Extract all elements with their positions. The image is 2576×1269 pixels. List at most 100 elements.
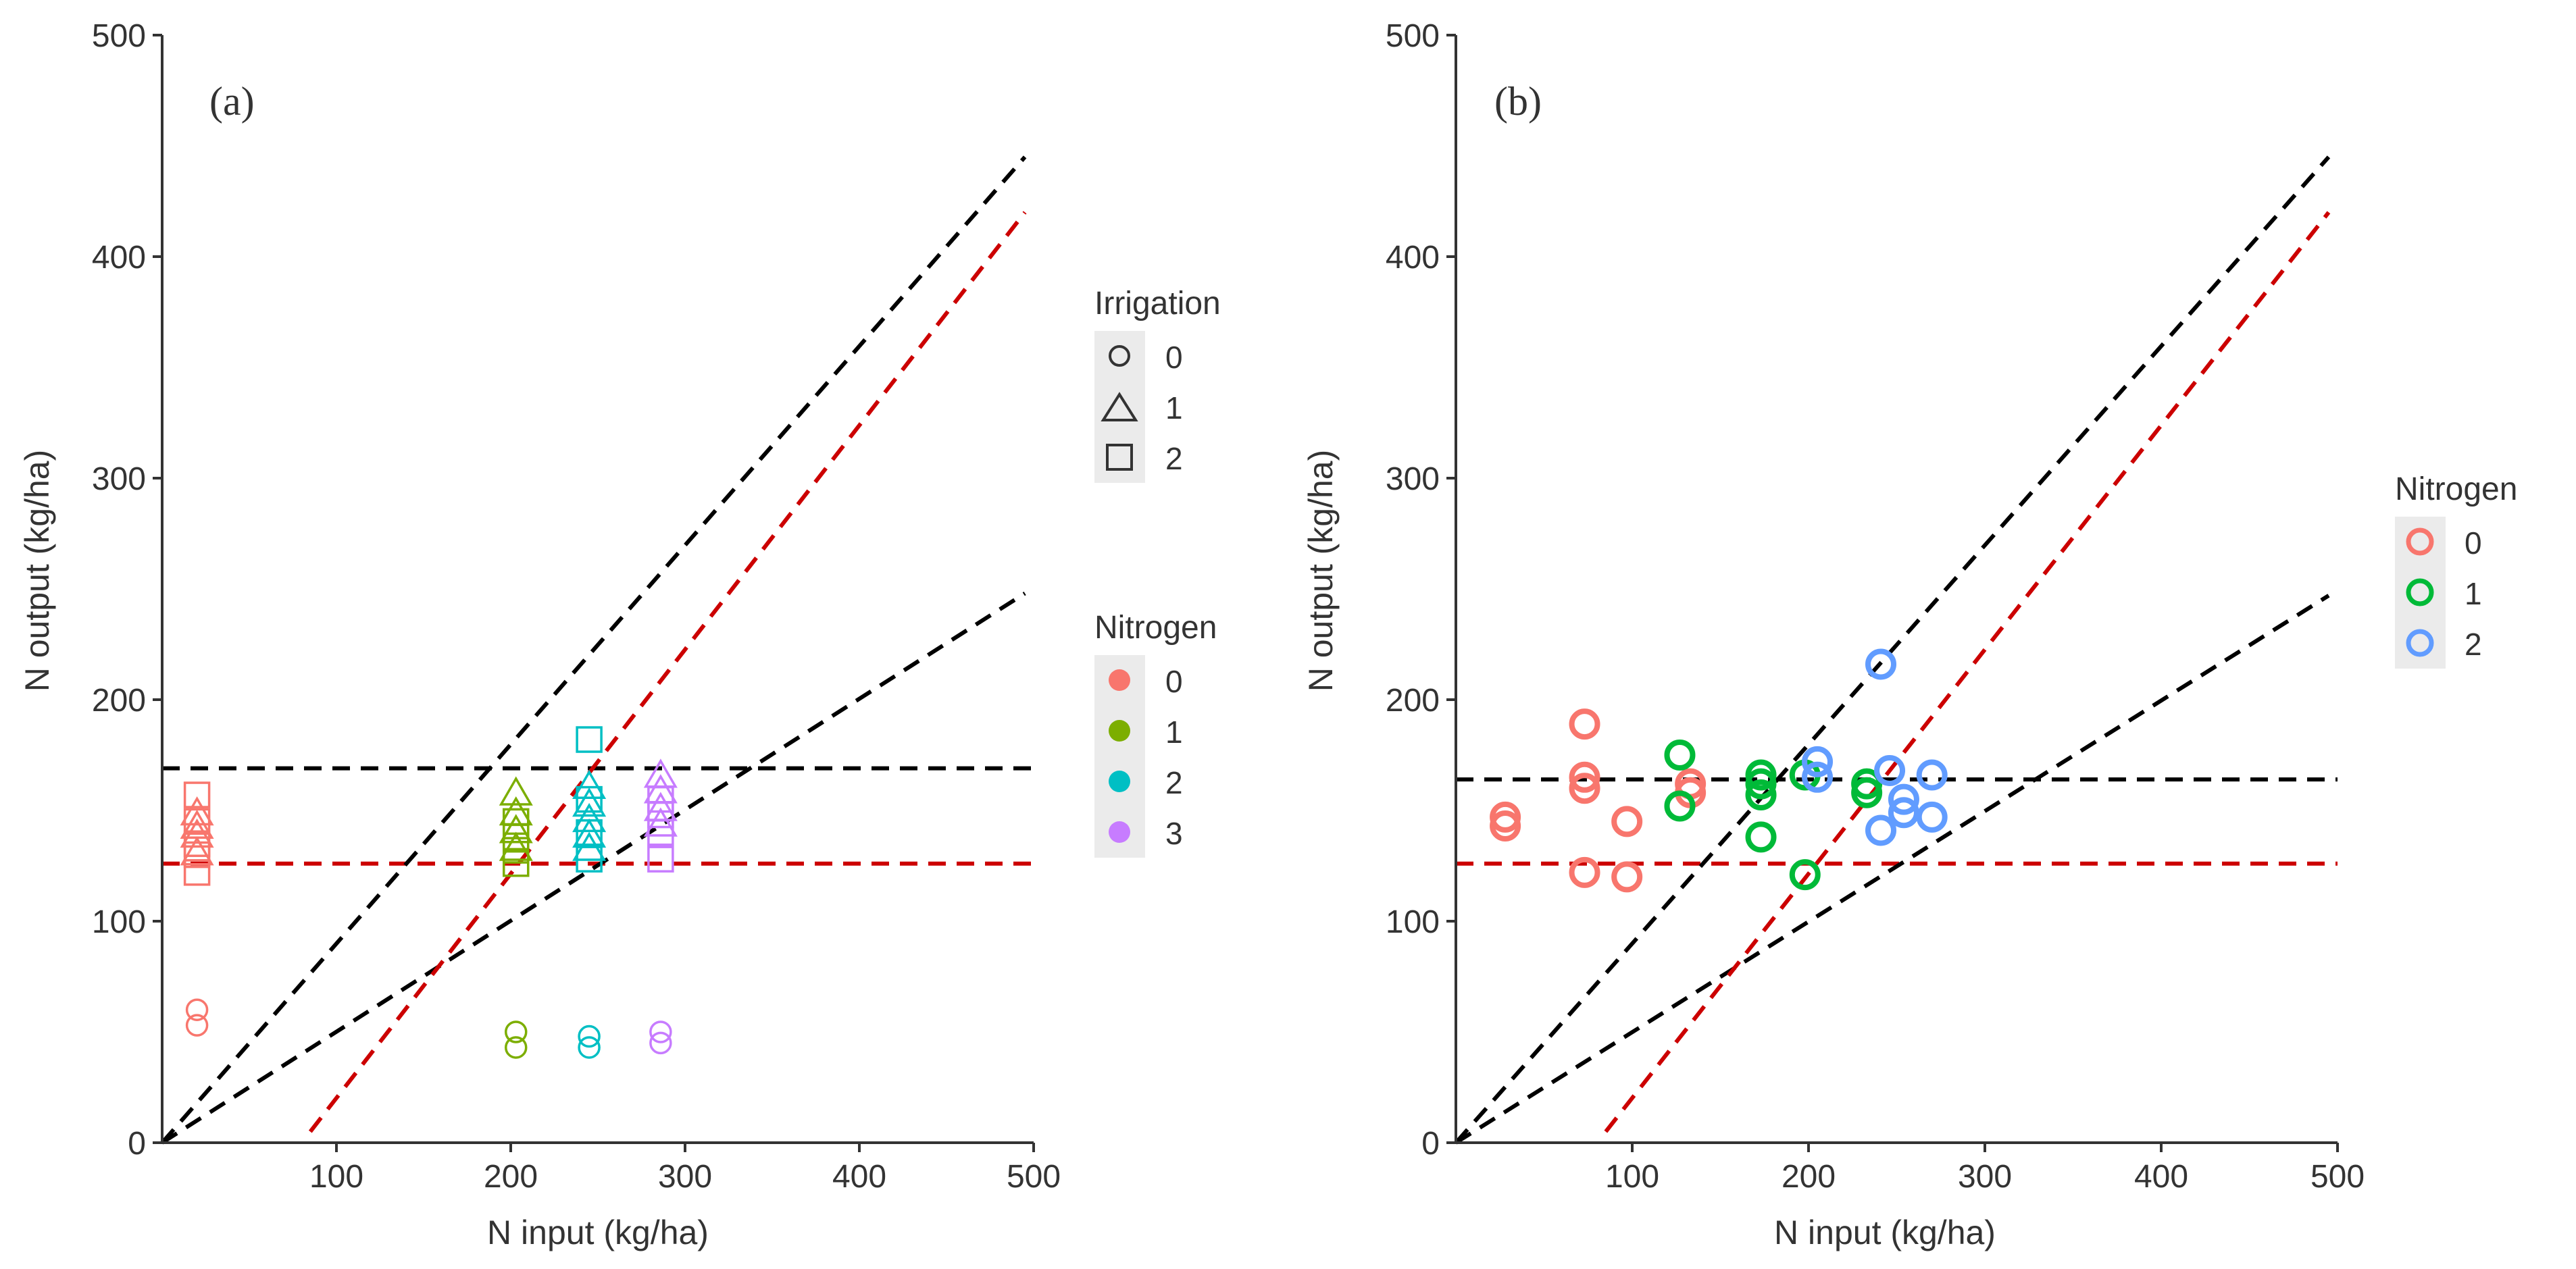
data-point [183,841,211,869]
legend-square-icon [1106,444,1133,471]
data-point [183,808,211,835]
data-point [1664,740,1696,771]
reference-line-diagonal-black-shallow [1455,594,2330,1145]
legend-swatch-n0 [2406,527,2434,556]
data-point [572,787,607,817]
y-tick-label: 200 [92,683,146,719]
data-point [502,808,530,835]
data-point [576,846,603,873]
legend-label: 2 [2465,627,2482,662]
data-point [1874,754,1906,786]
data-point [643,807,678,837]
data-point [1802,746,1834,777]
legend-swatch-n2 [2406,629,2434,657]
panel-label: (b) [1494,79,1542,124]
legend-key-bg [1094,432,1145,483]
data-point [1851,768,1883,800]
legend-triangle-icon [1101,392,1138,421]
x-tick-label: 400 [832,1159,886,1195]
y-tick-label: 300 [1386,461,1440,497]
data-point [1851,777,1883,808]
y-tick-label: 500 [1386,18,1440,54]
x-axis-title: N input (kg/ha) [487,1214,709,1251]
data-point [1569,708,1600,740]
reference-lines [160,155,1034,1145]
legend-label: 1 [1165,390,1183,425]
legend-key-bg [1094,382,1145,432]
axis-ticks: 0 100 200 300 400 500 100 200 300 400 500 [92,18,1061,1195]
data-point [1888,797,1919,829]
data-point [1745,821,1777,853]
data-point [1802,761,1834,793]
data-point [572,769,607,799]
legend-label: 0 [1165,664,1183,699]
data-point [1916,801,1948,833]
y-tick-label: 500 [92,18,146,54]
data-point [502,850,530,877]
data-point [576,785,603,813]
legend-label: 2 [1165,765,1183,800]
data-point [499,831,533,861]
data-point [578,1025,601,1048]
x-tick-label: 200 [1782,1159,1836,1195]
legend-irrigation: Irrigation 0 1 2 [1094,286,1221,483]
data-point [1569,761,1600,793]
x-tick-label: 400 [2134,1159,2188,1195]
data-point [180,836,214,866]
y-tick-label: 100 [1386,904,1440,940]
legend-nitrogen: Nitrogen 0 1 2 [2395,471,2517,669]
data-point [576,819,603,846]
data-point [1611,861,1643,893]
legend-nitrogen: Nitrogen 0 1 2 3 [1094,610,1217,858]
x-tick-label: 500 [1007,1159,1061,1195]
data-point [1789,859,1821,891]
legend-label: 0 [2465,525,2482,561]
data-point [1569,773,1600,804]
legend-swatch-n0 [1109,669,1130,691]
legend-label: 3 [1165,816,1183,851]
y-tick-label: 400 [1386,240,1440,276]
data-point [647,785,674,813]
data-point [185,1014,209,1037]
data-point [1611,806,1643,837]
panel-label: (a) [209,79,255,124]
reference-line-diagonal-red [308,211,1027,1133]
legend-circle-icon [1109,345,1130,367]
data-point [647,819,674,846]
data-point [1490,801,1521,833]
legend-swatch-n1 [2406,578,2434,606]
data-point [647,846,674,873]
x-axis-title: N input (kg/ha) [1774,1214,1996,1251]
data-point [1745,759,1777,791]
data-point [578,1036,601,1059]
x-tick-label: 100 [309,1159,363,1195]
legend-title: Nitrogen [1094,610,1217,646]
data-point [647,801,674,829]
data-points [1490,648,1948,893]
legend-label: 1 [2465,576,2482,611]
reference-line-diagonal-black-steep [1454,155,2331,1144]
data-point [572,802,607,833]
data-point [1916,759,1948,791]
legend-key-bg [1094,331,1145,382]
x-tick-label: 300 [1958,1159,2012,1195]
reference-line-diagonal-black-steep [160,155,1027,1144]
data-point [1664,790,1696,822]
axis-ticks: 0 100 200 300 400 500 100 200 300 400 500 [1386,18,2365,1195]
data-point [1865,814,1897,846]
y-tick-label: 300 [92,461,146,497]
reference-line-diagonal-black-shallow [161,592,1026,1145]
panel-b: 0 100 200 300 400 500 100 200 300 400 500 (b) N in… [1302,18,2517,1251]
data-point [1745,768,1777,800]
legend-swatch-n1 [1109,720,1130,742]
data-point [649,1020,672,1043]
data-points [180,726,678,1059]
y-tick-label: 100 [92,904,146,940]
legend-key-bg [2395,618,2446,669]
data-point [499,776,533,806]
y-axis-title: N output (kg/ha) [18,450,56,692]
data-point [1865,648,1897,680]
y-tick-label: 0 [128,1126,146,1162]
